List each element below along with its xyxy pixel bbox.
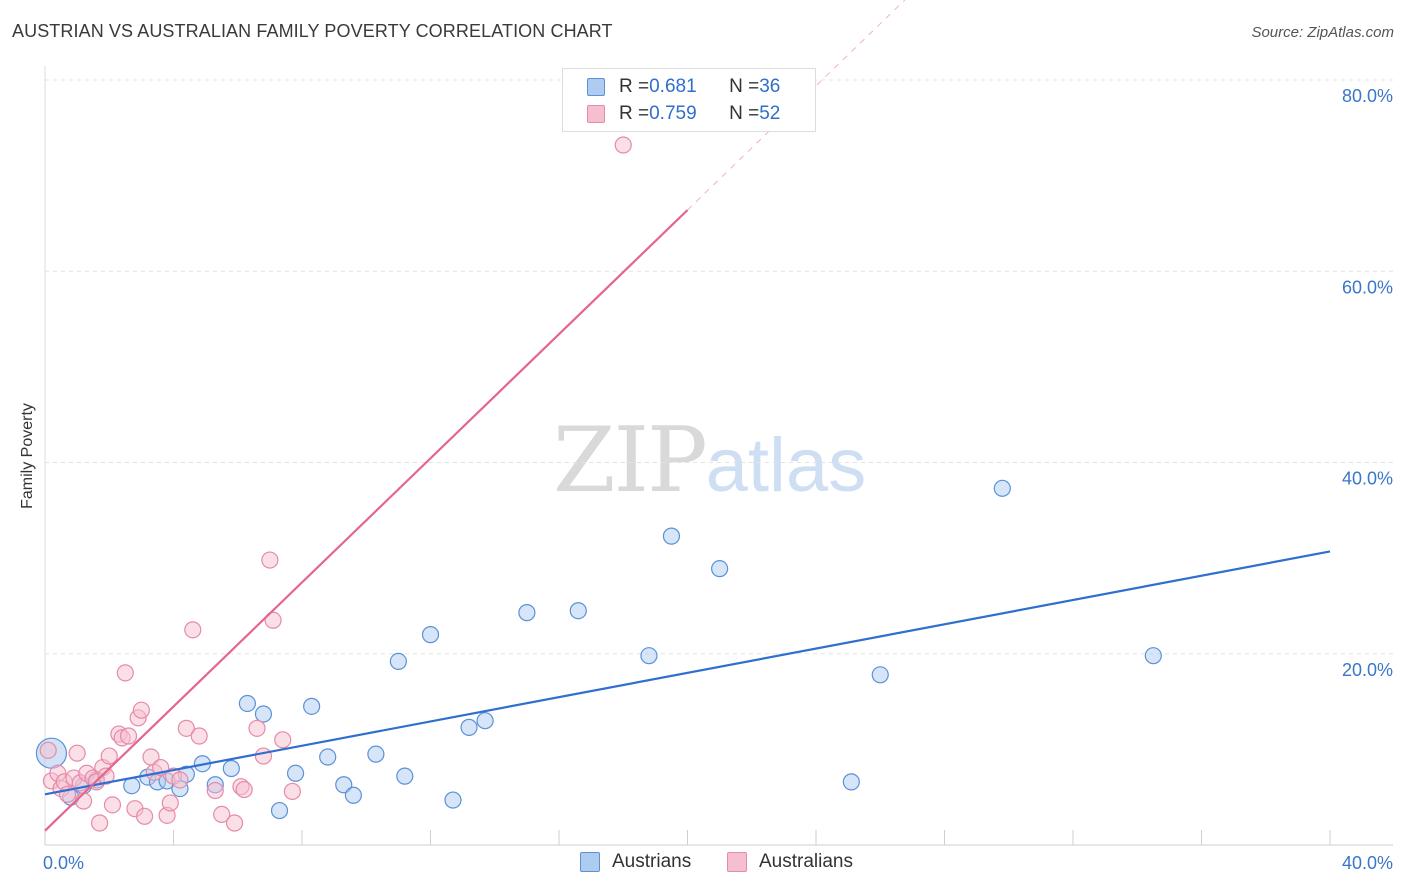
australians-point (132, 701, 150, 719)
y-tick-label: 80.0% (1342, 86, 1393, 106)
australians-point (206, 781, 224, 800)
australians-point (235, 780, 253, 799)
legend-row-australians: R = 0.759 N = 52 (587, 103, 780, 125)
australians-point (74, 792, 93, 810)
y-tick-label: 60.0% (1342, 277, 1393, 297)
australians-legend-icon (727, 852, 747, 872)
y-axis-label: Family Poverty (19, 403, 36, 509)
australians-swatch-icon (587, 105, 605, 123)
australians-point (283, 782, 301, 801)
australians-point (248, 719, 266, 737)
australians-point (116, 664, 134, 682)
legend-n-value: 52 (759, 103, 781, 124)
chart-title: AUSTRIAN VS AUSTRALIAN FAMILY POVERTY CO… (12, 21, 613, 41)
australians-point (103, 796, 122, 814)
australians-point (135, 807, 154, 825)
australians-point (177, 719, 195, 737)
australians-point (97, 767, 115, 785)
legend-label-australians: Australians (759, 851, 853, 872)
series-legend: Austrians Australians (0, 851, 1406, 877)
australians-point (161, 794, 179, 812)
legend-row-austrians: R = 0.681 N = 36 (587, 76, 780, 98)
australians-point (91, 814, 109, 832)
australians-point (274, 731, 292, 749)
austrians-point (569, 602, 587, 620)
austrians-point (842, 773, 860, 791)
austrians-point (460, 718, 478, 736)
austrians-point (1144, 647, 1162, 665)
legend-r-label: R = (619, 103, 650, 124)
legend-item-australians[interactable]: Australians (727, 851, 853, 873)
y-tick-label: 40.0% (1342, 469, 1393, 489)
legend-r-value: 0.759 (649, 103, 697, 124)
austrians-point (303, 697, 321, 715)
austrians-point (640, 647, 658, 665)
australians-trend-line (44, 209, 689, 832)
austrians-point (389, 652, 407, 671)
austrians-point (270, 801, 289, 820)
australians-point (100, 747, 118, 765)
legend-n-label: N = (729, 103, 760, 124)
australians-point (184, 621, 202, 639)
austrians-point (871, 666, 889, 684)
austrians-swatch-icon (587, 78, 605, 96)
austrians-point (319, 748, 337, 766)
austrians-point (335, 776, 353, 794)
austrians-point (222, 759, 240, 778)
austrians-point (476, 712, 494, 730)
austrians-point (396, 767, 414, 785)
australians-point (264, 611, 282, 629)
australians-point (119, 727, 138, 745)
australians-point (190, 727, 208, 745)
australians-trend-extension (687, 0, 906, 211)
australians-point (68, 744, 86, 762)
y-tick-label: 20.0% (1342, 660, 1393, 680)
legend-r-value: 0.681 (649, 76, 697, 97)
australians-point (614, 136, 632, 154)
austrians-point (518, 604, 536, 622)
legend-r-label: R = (619, 76, 650, 97)
austrians-point (367, 745, 385, 763)
austrians-point (123, 777, 141, 795)
austrians-point (993, 479, 1011, 497)
australians-point (171, 771, 189, 789)
austrians-point (662, 527, 681, 545)
australians-point (261, 551, 279, 569)
austrians-point (444, 791, 462, 809)
x-tick-label: 40.0% (1342, 853, 1393, 873)
stats-legend: R = 0.681 N = 36 R = 0.759 N = 52 (562, 68, 816, 132)
austrians-point (711, 560, 729, 578)
legend-item-austrians[interactable]: Austrians (580, 851, 691, 873)
austrians-point (344, 786, 362, 804)
australians-point (254, 747, 273, 765)
source-label: Source: ZipAtlas.com (1251, 24, 1394, 41)
austrians-point (421, 626, 440, 644)
australians-point (225, 814, 244, 832)
legend-n-label: N = (729, 76, 760, 97)
legend-n-value: 36 (759, 76, 781, 97)
austrians-point (238, 694, 256, 713)
legend-label-austrians: Austrians (612, 851, 692, 872)
x-tick-label: 0.0% (43, 853, 84, 873)
austrians-point (254, 705, 273, 723)
austrians-legend-icon (580, 852, 600, 872)
australians-point (213, 805, 231, 824)
austrians-trend-line (44, 550, 1331, 796)
australians-point (39, 741, 57, 759)
austrians-point (286, 764, 305, 782)
